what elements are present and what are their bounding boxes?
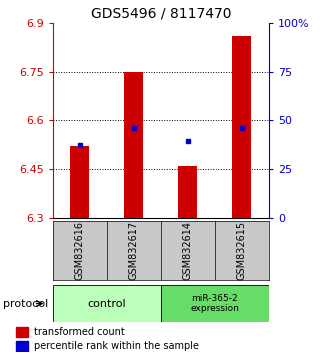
Text: GSM832616: GSM832616	[75, 221, 85, 280]
Text: GSM832614: GSM832614	[183, 221, 193, 280]
FancyBboxPatch shape	[161, 285, 269, 322]
Text: protocol: protocol	[3, 298, 48, 309]
Text: GSM832617: GSM832617	[129, 221, 139, 280]
Title: GDS5496 / 8117470: GDS5496 / 8117470	[91, 6, 231, 21]
Bar	[16, 341, 28, 350]
Bar	[232, 36, 251, 218]
FancyBboxPatch shape	[53, 285, 161, 322]
Bar	[178, 166, 197, 218]
Bar	[124, 72, 143, 218]
Text: GSM832615: GSM832615	[237, 221, 247, 280]
Bar	[70, 146, 89, 218]
Bar	[16, 327, 28, 337]
Text: control: control	[87, 298, 126, 309]
Text: percentile rank within the sample: percentile rank within the sample	[34, 341, 199, 350]
Text: transformed count: transformed count	[34, 327, 124, 337]
Text: miR-365-2
expression: miR-365-2 expression	[190, 294, 239, 313]
